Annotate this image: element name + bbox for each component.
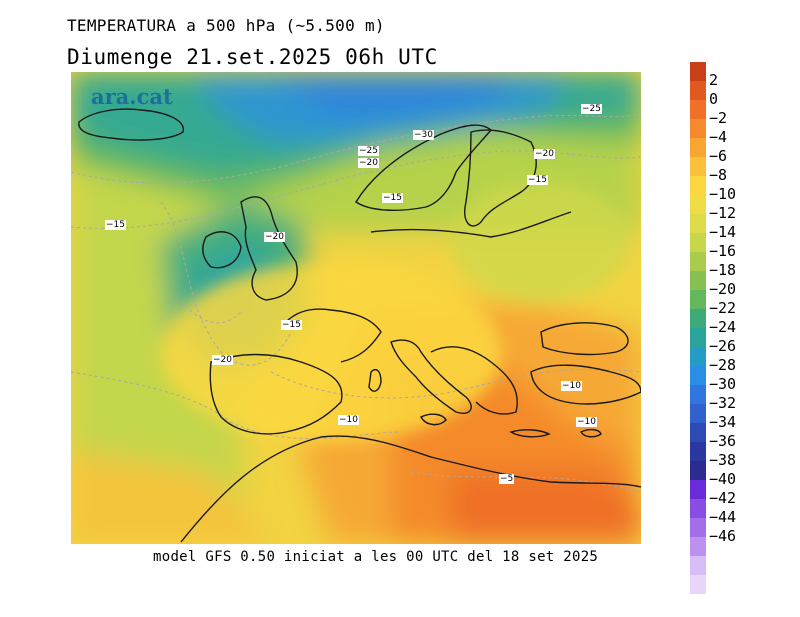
legend-swatch xyxy=(690,214,706,233)
legend-tick-label: −32 xyxy=(709,394,737,412)
temperature-field xyxy=(71,72,641,544)
balkans-coast xyxy=(430,346,518,415)
legend-tick-label: 0 xyxy=(709,90,719,108)
legend-tick-label: −14 xyxy=(709,223,737,241)
baltic-coast xyxy=(370,211,572,238)
legend-swatch xyxy=(690,195,706,214)
legend-tick-label: 2 xyxy=(709,71,719,89)
legend-swatch xyxy=(690,176,706,195)
contour-label-minus20-east: −20 xyxy=(534,149,555,159)
legend-swatch xyxy=(690,366,706,385)
legend-swatch xyxy=(690,119,706,138)
contour-label-minus15-france: −15 xyxy=(281,320,302,330)
legend-tick-label: −6 xyxy=(709,147,728,165)
legend-swatch xyxy=(690,81,706,100)
legend-swatch xyxy=(690,157,706,176)
legend-tick-label: −30 xyxy=(709,375,737,393)
legend-tick-label: −24 xyxy=(709,318,737,336)
contour-label-minus5: −5 xyxy=(499,474,515,484)
legend-swatch xyxy=(690,442,706,461)
legend-swatch xyxy=(690,385,706,404)
norway-coast xyxy=(355,124,492,211)
isotherm-contours xyxy=(71,111,641,493)
contour-label-minus15-denmark: −15 xyxy=(382,193,403,203)
contour-label-minus20-iberia: −20 xyxy=(212,355,233,365)
north-africa-coast xyxy=(180,435,641,543)
legend-tick-label: −16 xyxy=(709,242,737,260)
legend-tick-label: −34 xyxy=(709,413,737,431)
contour-label-minus20-britain: −20 xyxy=(264,232,285,242)
legend-swatch xyxy=(690,518,706,537)
sweden-finland-coast xyxy=(464,129,537,227)
contour-label-minus10-turkey: −10 xyxy=(576,417,597,427)
legend-tick-label: −10 xyxy=(709,185,737,203)
legend-swatch xyxy=(690,423,706,442)
legend-swatch xyxy=(690,271,706,290)
ara-cat-logo: ara.cat xyxy=(91,84,173,109)
map-date: Diumenge 21.set.2025 06h UTC xyxy=(67,45,438,69)
legend-swatch xyxy=(690,252,706,271)
legend-tick-label: −20 xyxy=(709,280,737,298)
contour-label-minus10-med: −10 xyxy=(561,381,582,391)
contour-label-minus25-norway: −25 xyxy=(358,146,379,156)
legend-tick-label: −22 xyxy=(709,299,737,317)
temperature-map: ara.cat −25 −30 −25 −20 −20 −15 −15 −15 −20 −15 −2… xyxy=(71,72,641,544)
legend-swatch xyxy=(690,537,706,556)
legend-swatch xyxy=(690,233,706,252)
coastlines xyxy=(78,108,641,543)
cyprus xyxy=(579,428,602,438)
legend-swatch xyxy=(690,347,706,366)
legend-tick-label: −40 xyxy=(709,470,737,488)
legend-swatch xyxy=(690,480,706,499)
legend-swatches xyxy=(690,62,706,594)
legend-tick-label: −8 xyxy=(709,166,728,184)
legend-tick-label: −46 xyxy=(709,527,737,545)
legend-swatch xyxy=(690,404,706,423)
iberia-coast xyxy=(209,353,343,435)
crete xyxy=(509,429,551,438)
legend-swatch xyxy=(690,290,706,309)
map-canvas xyxy=(71,72,641,544)
legend-tick-label: −26 xyxy=(709,337,737,355)
contour-label-minus15-atlantic: −15 xyxy=(105,220,126,230)
legend-tick-label: −38 xyxy=(709,451,737,469)
ireland-coast xyxy=(202,231,242,269)
contour-label-minus25-ne: −25 xyxy=(581,104,602,114)
legend-swatch xyxy=(690,328,706,347)
france-coast xyxy=(285,308,382,363)
contour-label-minus20-norway: −20 xyxy=(358,158,379,168)
legend-tick-label: −44 xyxy=(709,508,737,526)
black-sea-coast xyxy=(540,322,629,356)
sicily xyxy=(420,413,447,426)
contour-label-minus10-balkans: −10 xyxy=(338,415,359,425)
legend-tick-label: −42 xyxy=(709,489,737,507)
legend-swatch xyxy=(690,138,706,157)
legend-swatch xyxy=(690,461,706,480)
contour-label-minus30: −30 xyxy=(413,130,434,140)
model-info: model GFS 0.50 iniciat a les 00 UTC del … xyxy=(153,549,599,565)
legend-tick-label: −12 xyxy=(709,204,737,222)
legend-tick-label: −36 xyxy=(709,432,737,450)
legend-swatch xyxy=(690,100,706,119)
italy-coast xyxy=(390,339,472,414)
sardinia-corsica xyxy=(368,369,382,392)
map-title: TEMPERATURA a 500 hPa (~5.500 m) xyxy=(67,16,385,35)
legend-swatch xyxy=(690,309,706,328)
temperature-legend xyxy=(690,62,706,594)
legend-swatch xyxy=(690,575,706,594)
legend-swatch xyxy=(690,62,706,81)
contour-label-minus15-baltic: −15 xyxy=(527,175,548,185)
legend-tick-label: −18 xyxy=(709,261,737,279)
legend-swatch xyxy=(690,556,706,575)
legend-tick-label: −4 xyxy=(709,128,728,146)
legend-tick-label: −28 xyxy=(709,356,737,374)
legend-swatch xyxy=(690,499,706,518)
britain-coast xyxy=(240,196,298,301)
iceland-coast xyxy=(78,108,184,141)
legend-tick-label: −2 xyxy=(709,109,728,127)
